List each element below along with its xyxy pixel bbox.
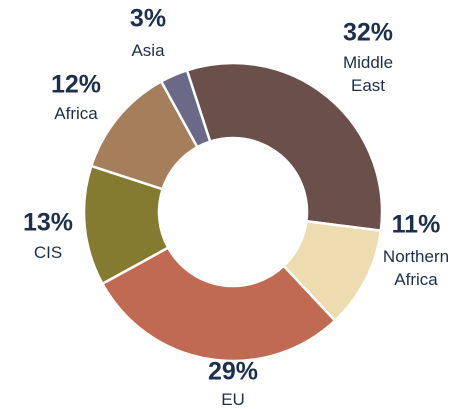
donut-slice (185, 61, 384, 233)
donut-slice (159, 68, 212, 149)
label-line: Africa (394, 270, 438, 289)
category-label: Middle East (343, 53, 393, 95)
donut-slice (100, 245, 337, 363)
value-label: 11% (392, 211, 441, 239)
label-line: EU (221, 390, 245, 409)
value-label: 3% (130, 5, 166, 33)
value-label: 32% (343, 19, 393, 47)
category-label: CIS (34, 243, 62, 262)
category-label: Asia (131, 41, 165, 60)
label-line: CIS (34, 243, 62, 262)
category-label: Northern Africa (383, 247, 449, 289)
value-label: 13% (23, 209, 73, 237)
value-label: 29% (208, 358, 258, 386)
category-label: Africa (54, 104, 98, 123)
label-line: Africa (54, 104, 98, 123)
category-label: EU (221, 390, 245, 409)
label-line: Northern (383, 247, 449, 266)
label-line: Asia (131, 41, 165, 60)
label-line: East (351, 76, 385, 95)
label-line: Middle (343, 53, 393, 72)
value-label: 12% (51, 71, 101, 99)
